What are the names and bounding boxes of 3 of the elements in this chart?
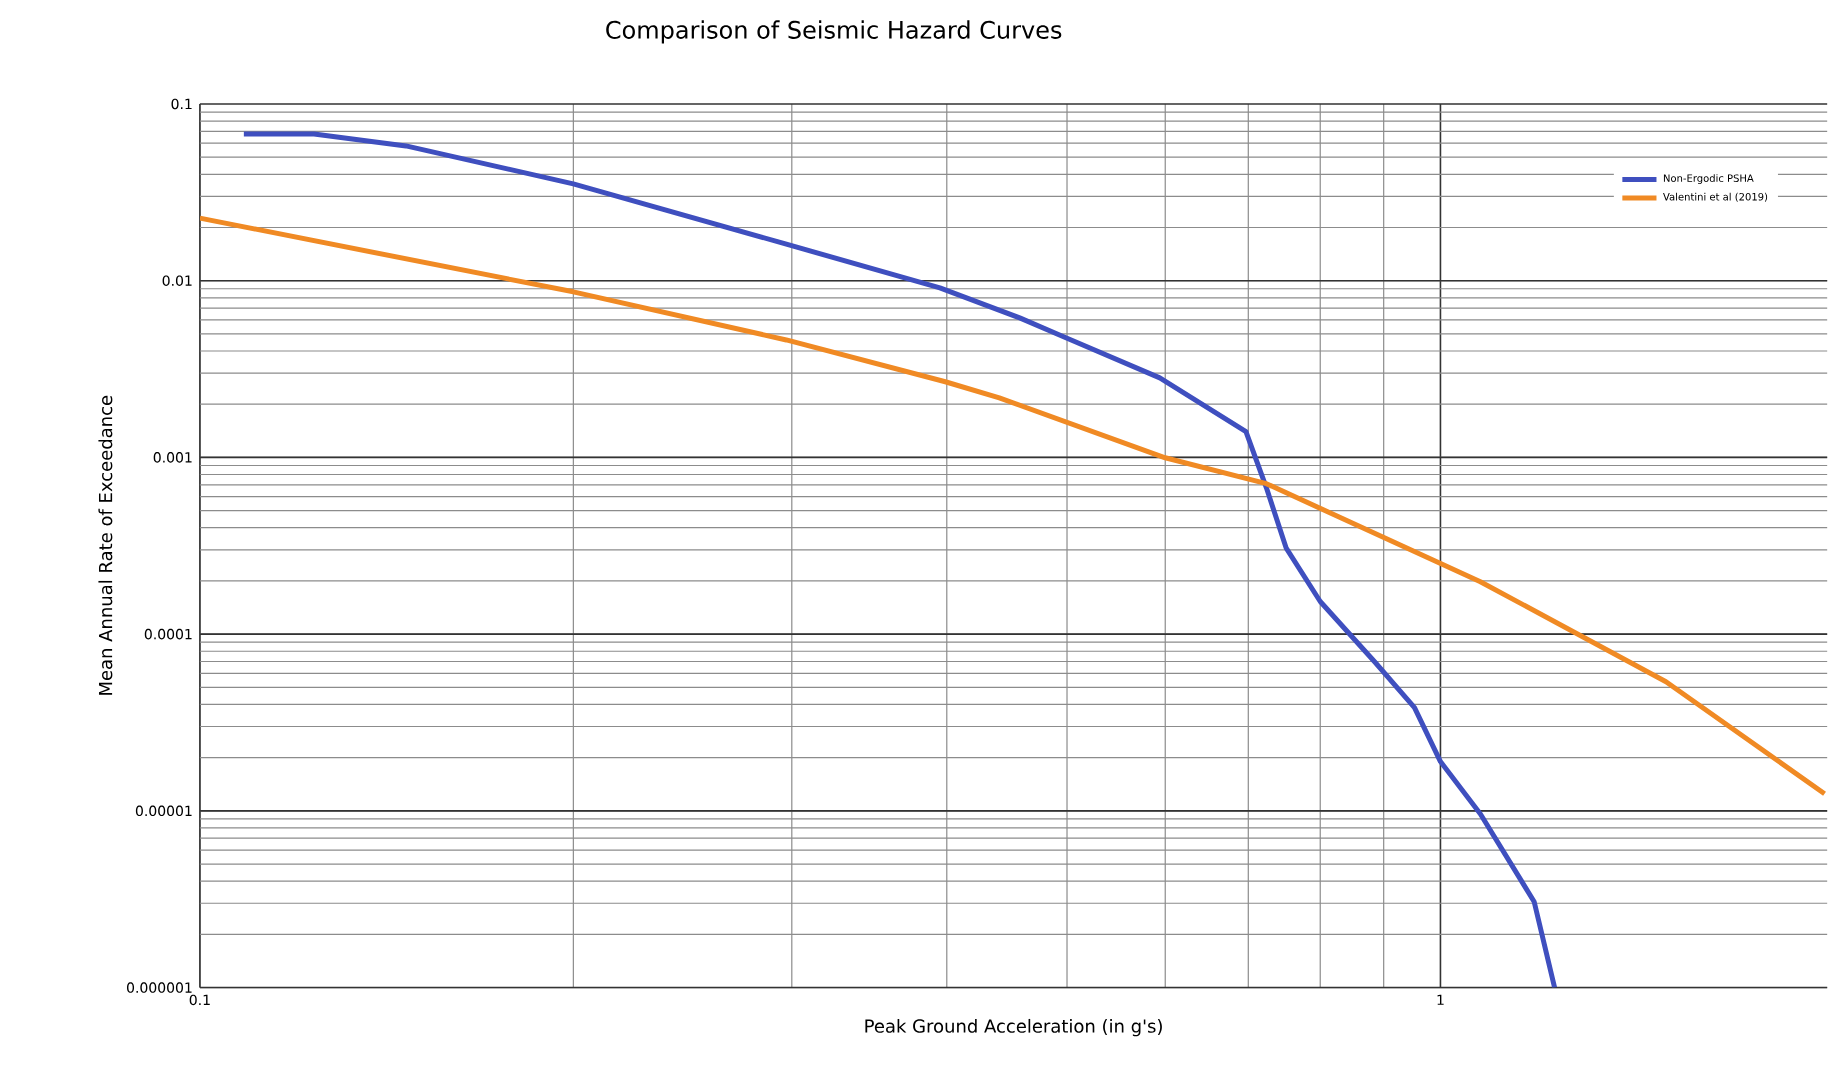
chart-title: Comparison of Seismic Hazard Curves [606, 20, 1062, 44]
y-axis-title: Mean Annual Rate of Exceedance [98, 396, 113, 696]
x-axis-title: Peak Ground Acceleration (in g's) [865, 1019, 1162, 1037]
